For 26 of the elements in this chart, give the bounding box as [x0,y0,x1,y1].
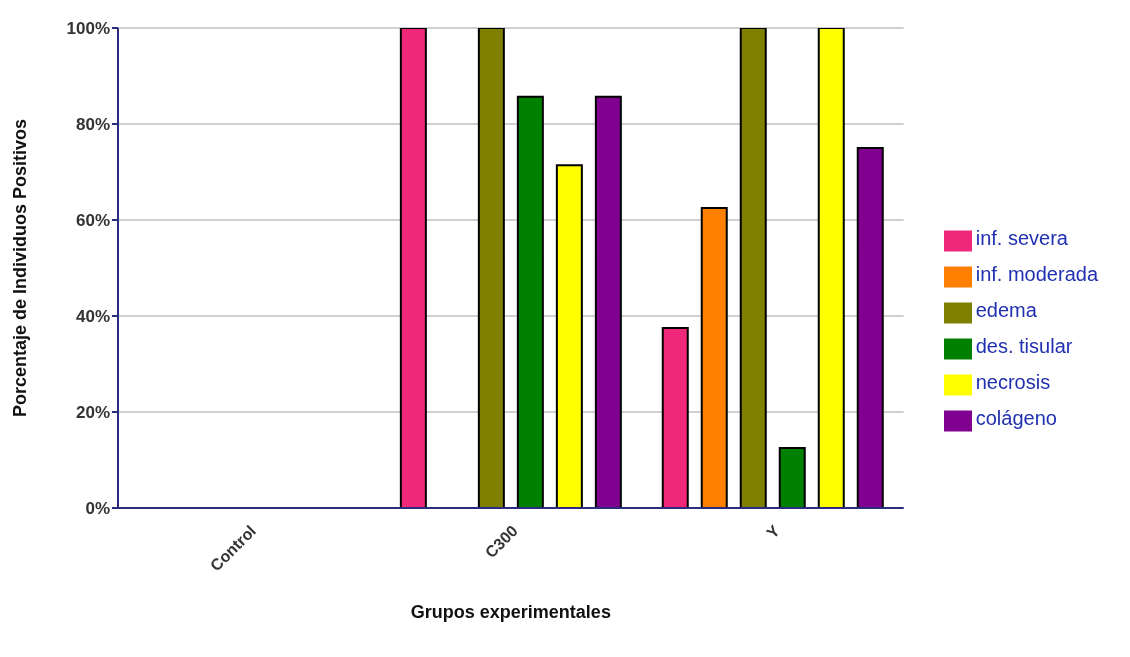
bar [594,95,622,508]
y-tick-label: 80% [75,115,110,135]
bar [739,28,767,508]
legend-label: necrosis [975,371,1051,393]
bar [516,95,544,508]
bar [778,447,806,508]
legend-label: inf. severa [975,227,1068,249]
y-tick-label: 100% [66,19,110,39]
x-axis-title: Grupos experimentales [410,602,611,622]
legend-label: inf. moderada [975,263,1098,285]
legend-label: edema [975,299,1037,321]
x-tick-label: Y [763,521,784,542]
y-tick-label: 40% [75,307,110,327]
bar [477,28,505,508]
y-tick-label: 60% [75,211,110,231]
bar [817,28,845,508]
legend-label: des. tisular [975,335,1073,357]
bar [700,207,728,508]
legend-label: colágeno [975,407,1057,429]
y-axis-title: Porcentaje de Individuos Positivos [10,118,31,418]
bar [399,28,427,508]
bar [661,327,689,508]
bar [555,164,583,508]
y-tick-label: 0% [85,499,110,519]
y-tick-label: 20% [75,403,110,423]
bar [856,147,884,508]
